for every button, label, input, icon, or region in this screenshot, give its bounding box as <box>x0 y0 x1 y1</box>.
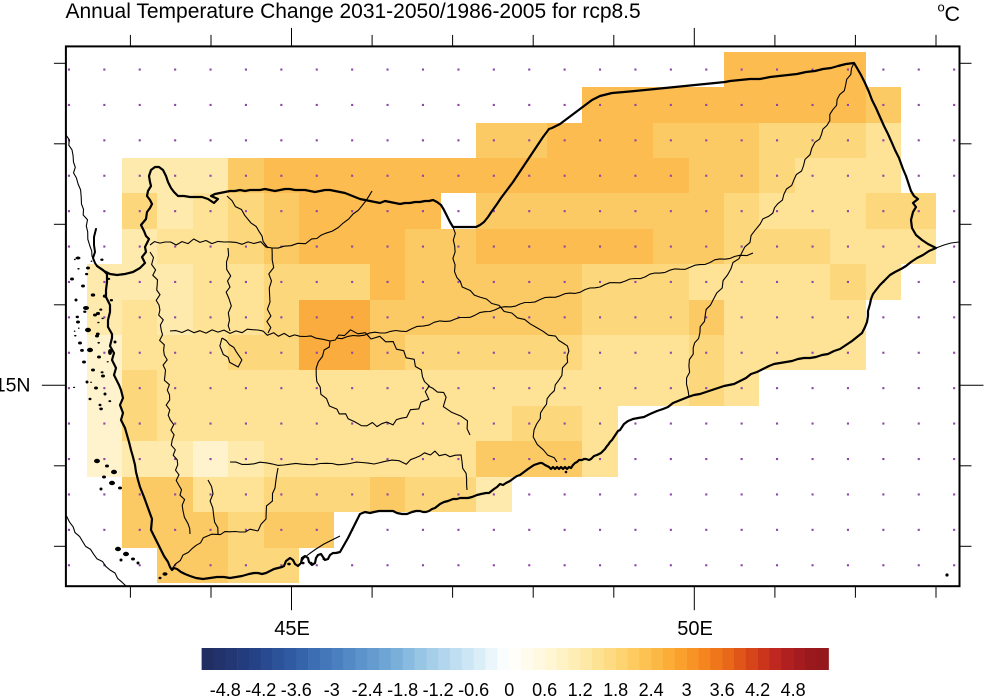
svg-text:-0.6: -0.6 <box>458 680 489 698</box>
svg-text:0: 0 <box>504 680 514 698</box>
svg-text:4.8: 4.8 <box>781 680 806 698</box>
svg-text:1.8: 1.8 <box>603 680 628 698</box>
svg-text:-3.6: -3.6 <box>281 680 312 698</box>
svg-text:45E: 45E <box>274 618 310 640</box>
svg-text:3.6: 3.6 <box>710 680 735 698</box>
svg-text:3: 3 <box>682 680 692 698</box>
svg-text:-4.2: -4.2 <box>245 680 276 698</box>
svg-text:-3: -3 <box>324 680 340 698</box>
svg-text:Annual Temperature Change 2031: Annual Temperature Change 2031-2050/1986… <box>66 0 641 23</box>
svg-text:15N: 15N <box>0 375 31 397</box>
svg-text:C: C <box>945 2 961 26</box>
svg-text:1.2: 1.2 <box>568 680 593 698</box>
svg-text:50E: 50E <box>677 618 713 640</box>
svg-text:o: o <box>938 0 945 15</box>
svg-text:-1.2: -1.2 <box>423 680 454 698</box>
svg-text:-4.8: -4.8 <box>210 680 241 698</box>
svg-text:2.4: 2.4 <box>639 680 664 698</box>
svg-text:-2.4: -2.4 <box>352 680 383 698</box>
svg-text:0.6: 0.6 <box>532 680 557 698</box>
svg-text:4.2: 4.2 <box>745 680 770 698</box>
svg-text:-1.8: -1.8 <box>387 680 418 698</box>
